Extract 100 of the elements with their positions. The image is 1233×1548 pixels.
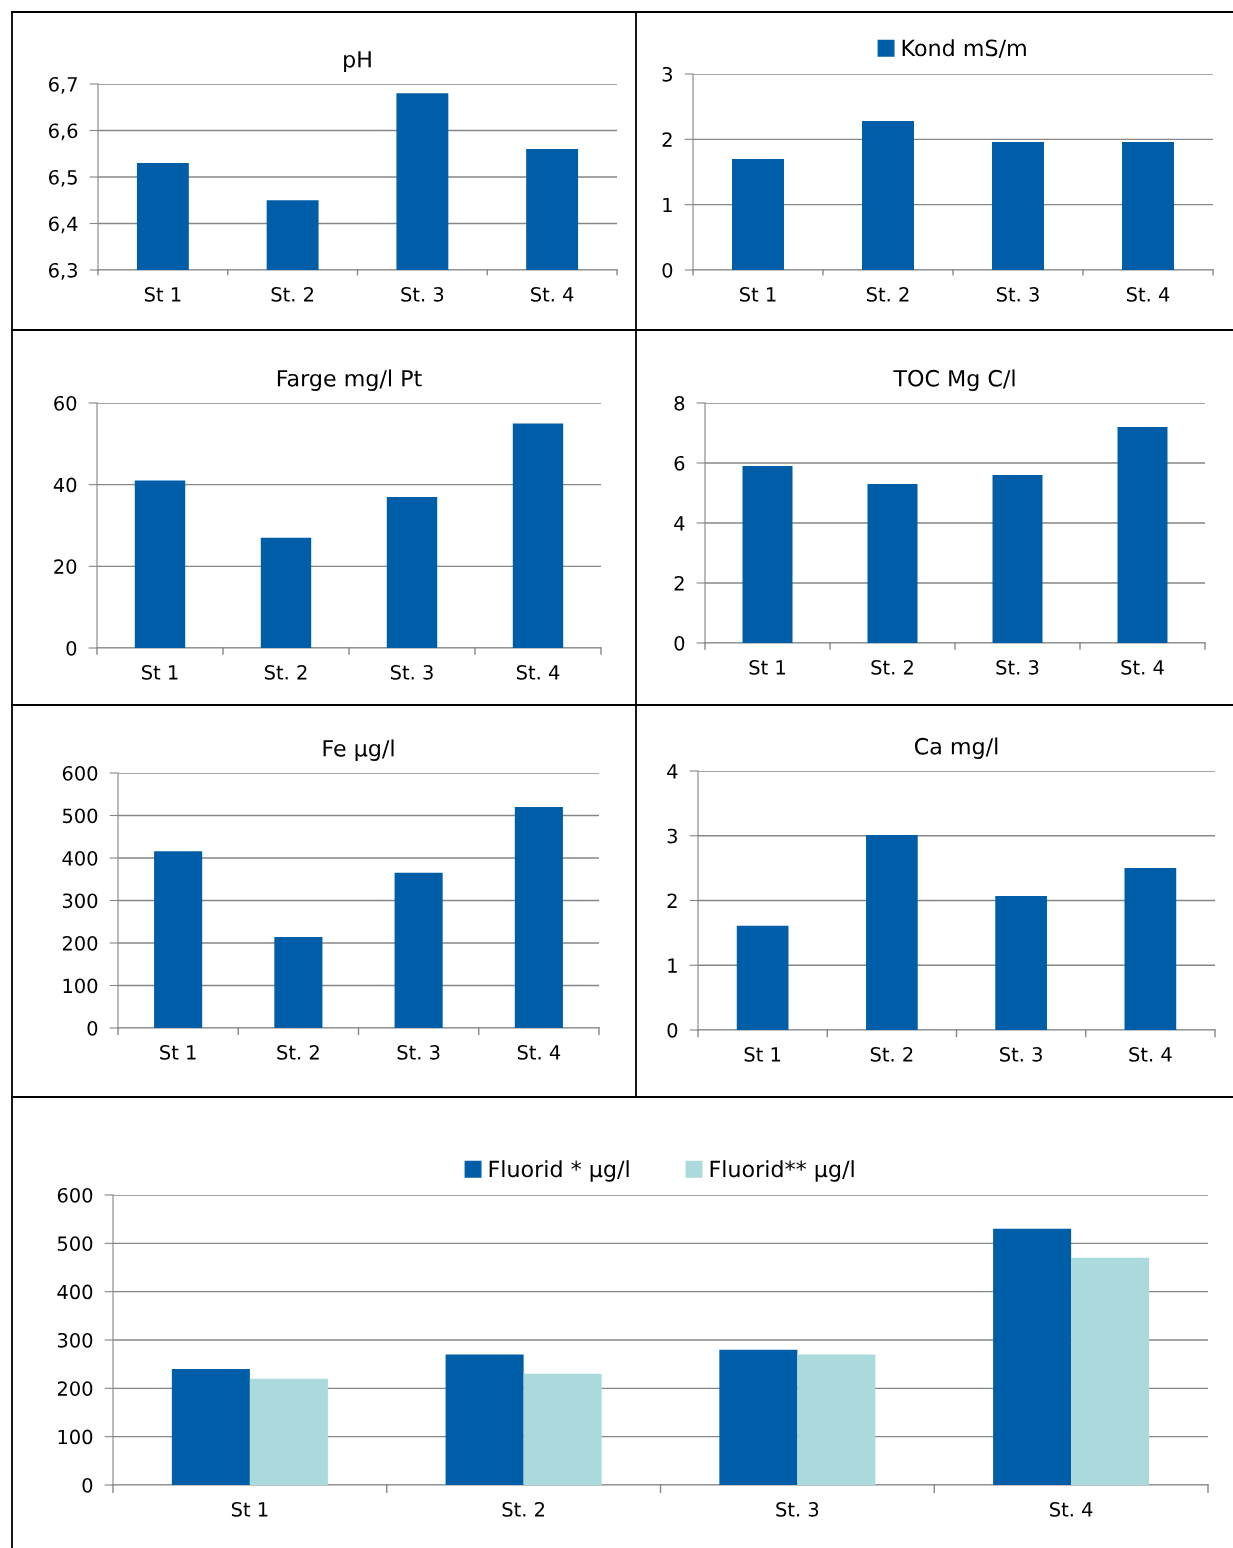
bar <box>523 1373 602 1485</box>
bar <box>1117 427 1168 643</box>
y-tick-label: 2 <box>667 893 677 908</box>
bar <box>992 475 1043 643</box>
y-tick-label: 200 <box>62 935 98 951</box>
y-tick-label: 3 <box>662 66 672 82</box>
y-tick-label: 2 <box>662 132 672 147</box>
x-tick-label: St. 3 <box>776 1502 819 1517</box>
y-tick-label: 0 <box>66 640 77 656</box>
legend-label: Fluorid** µg/l <box>710 1160 854 1182</box>
y-tick-label: 60 <box>54 395 77 411</box>
x-tick-label: St. 2 <box>871 660 913 675</box>
bar <box>867 484 918 643</box>
x-tick-label: St. 3 <box>996 660 1039 675</box>
bar <box>1122 141 1174 270</box>
bar <box>992 141 1044 270</box>
x-tick-label: St. 4 <box>1126 287 1170 302</box>
y-tick-label: 0 <box>82 1477 93 1493</box>
chart-title: Ca mg/l <box>914 737 998 759</box>
x-tick-label: St. 2 <box>271 287 314 302</box>
y-tick-label: 6,7 <box>48 76 77 94</box>
y-tick-label: 3 <box>667 828 677 844</box>
x-tick-label: St. 3 <box>390 665 433 680</box>
x-tick-label: St. 4 <box>1121 660 1164 675</box>
y-tick-label: 100 <box>58 1429 93 1445</box>
bar <box>260 537 312 648</box>
x-tick-label: St 1 <box>160 1045 196 1060</box>
y-tick-label: 4 <box>674 516 685 531</box>
x-tick-label: St. 3 <box>397 1045 440 1060</box>
y-tick-label: 6,3 <box>48 262 77 280</box>
chart-title: TOC Mg C/l <box>893 369 1015 391</box>
x-tick-label: St. 2 <box>264 665 307 680</box>
bar <box>512 423 564 648</box>
x-tick-label: St. 2 <box>870 1047 913 1062</box>
y-tick-label: 0 <box>674 635 685 651</box>
y-tick-label: 100 <box>63 978 98 994</box>
x-tick-label: St. 4 <box>1050 1502 1093 1517</box>
bar <box>514 807 563 1028</box>
y-tick-label: 6,4 <box>48 216 78 234</box>
x-tick-label: St. 3 <box>996 287 1039 302</box>
x-tick-label: St 1 <box>744 1047 781 1062</box>
chart-title: pH <box>344 51 371 72</box>
y-tick-label: 600 <box>62 765 98 781</box>
x-tick-label: St. 2 <box>866 287 909 302</box>
bar <box>445 1354 524 1485</box>
bar <box>719 1349 798 1485</box>
bar <box>171 1369 250 1485</box>
bar <box>394 872 443 1028</box>
y-tick-label: 6,6 <box>48 123 78 141</box>
x-tick-label: St. 4 <box>517 1045 561 1060</box>
y-tick-label: 1 <box>668 958 677 973</box>
bar <box>993 1228 1072 1485</box>
x-tick-label: St 1 <box>740 287 776 302</box>
bar <box>995 895 1047 1030</box>
bar <box>736 925 789 1030</box>
bar <box>862 121 914 270</box>
x-tick-label: St. 4 <box>516 665 560 680</box>
legend-label: Kond mS/m <box>902 39 1026 59</box>
y-tick-label: 600 <box>57 1187 93 1203</box>
y-tick-label: 8 <box>674 395 685 411</box>
bar <box>249 1378 328 1485</box>
x-tick-label: St. 4 <box>531 287 574 302</box>
y-tick-label: 6,5 <box>48 169 77 187</box>
y-tick-label: 300 <box>62 893 98 909</box>
chart-title: Fe µg/l <box>323 739 394 761</box>
y-tick-label: 500 <box>57 1236 93 1251</box>
bar <box>1071 1257 1150 1485</box>
x-tick-label: St. 3 <box>401 287 444 302</box>
y-tick-label: 40 <box>53 477 77 493</box>
bar <box>742 466 793 643</box>
x-tick-label: St. 2 <box>502 1502 545 1517</box>
bar <box>866 835 918 1030</box>
y-tick-label: 6 <box>674 455 685 471</box>
x-tick-label: St 1 <box>144 287 181 302</box>
x-tick-label: St 1 <box>749 660 785 675</box>
legend-label: Fluorid * µg/l <box>489 1160 629 1182</box>
y-tick-label: 400 <box>62 850 98 866</box>
y-tick-label: 200 <box>57 1381 93 1396</box>
x-tick-label: St. 2 <box>277 1045 319 1060</box>
bar <box>386 496 438 648</box>
y-tick-label: 2 <box>674 575 684 591</box>
y-tick-label: 0 <box>662 262 673 278</box>
y-tick-label: 20 <box>54 559 77 574</box>
bar <box>1124 868 1177 1030</box>
bar <box>732 158 784 270</box>
bar <box>274 937 323 1028</box>
chart-title: Farge mg/l Pt <box>277 369 422 391</box>
x-tick-label: St. 4 <box>1129 1047 1172 1062</box>
bar <box>797 1354 876 1485</box>
y-tick-label: 0 <box>87 1020 98 1036</box>
y-tick-label: 1 <box>663 197 672 213</box>
y-tick-label: 500 <box>62 808 98 824</box>
bar <box>154 851 203 1028</box>
y-tick-label: 0 <box>667 1022 678 1038</box>
y-tick-label: 400 <box>57 1284 93 1300</box>
x-tick-label: St 1 <box>142 665 178 680</box>
bar <box>134 480 186 648</box>
y-tick-label: 300 <box>57 1332 93 1348</box>
x-tick-label: St. 3 <box>1000 1047 1042 1062</box>
y-tick-label: 4 <box>667 764 678 779</box>
